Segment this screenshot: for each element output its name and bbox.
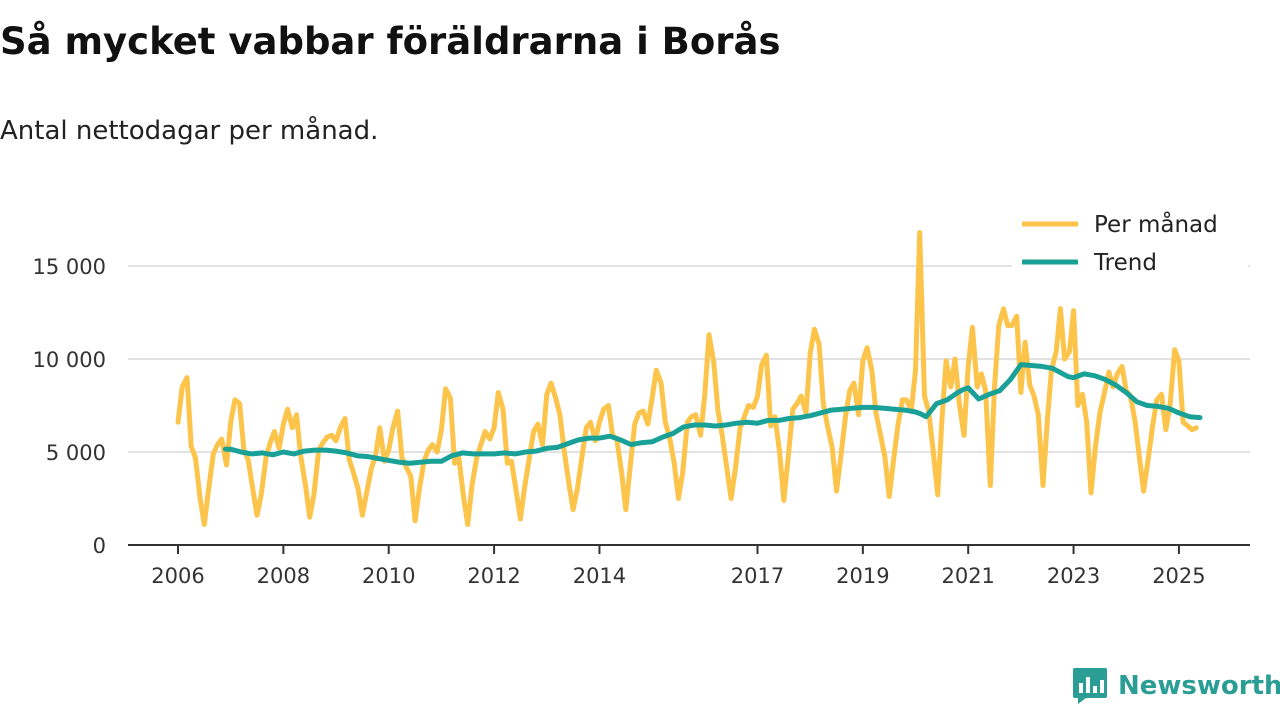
brand-name: Newsworthy bbox=[1118, 671, 1280, 701]
x-tick-label: 2021 bbox=[941, 564, 994, 588]
legend: Per månad Trend bbox=[1012, 205, 1248, 283]
y-tick-label: 10 000 bbox=[33, 348, 106, 372]
x-tick-label: 2014 bbox=[573, 564, 626, 588]
series-line-trend bbox=[222, 362, 1203, 466]
legend-label-per-manad: Per månad bbox=[1094, 210, 1218, 238]
x-tick-label: 2012 bbox=[467, 564, 520, 588]
chart-title: Så mycket vabbar föräldrarna i Borås bbox=[0, 20, 781, 63]
line-chart: 0 5 000 10 000 15 000 2006 2008 2010 2012 2014 20… bbox=[32, 205, 1250, 588]
x-tick-label: 2017 bbox=[731, 564, 784, 588]
y-tick-label: 15 000 bbox=[33, 255, 106, 279]
x-tick-label: 2019 bbox=[836, 564, 889, 588]
brand-logo: Newsworthy bbox=[1072, 667, 1280, 705]
axes: 0 5 000 10 000 15 000 2006 2008 2010 2012 2014 20… bbox=[33, 255, 1250, 588]
chart-subtitle: Antal nettodagar per månad. bbox=[0, 116, 379, 146]
legend-label-trend: Trend bbox=[1093, 250, 1157, 276]
series-line-per-manad bbox=[175, 230, 1199, 527]
x-tick-label: 2023 bbox=[1047, 564, 1100, 588]
x-tick-label: 2025 bbox=[1152, 564, 1205, 588]
y-tick-label: 0 bbox=[93, 534, 106, 558]
x-tick-label: 2010 bbox=[362, 564, 415, 588]
bar-chart-speech-bubble-icon bbox=[1073, 668, 1107, 704]
y-tick-label: 5 000 bbox=[46, 441, 106, 465]
series-lines bbox=[175, 230, 1203, 527]
x-tick-label: 2006 bbox=[151, 564, 204, 588]
legend-background bbox=[1012, 205, 1248, 283]
x-tick-label: 2008 bbox=[257, 564, 310, 588]
